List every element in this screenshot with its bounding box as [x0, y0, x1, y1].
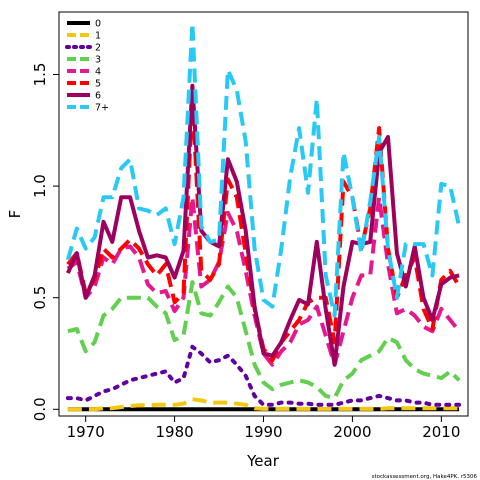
y-axis: 0.0 0.5 1.0 1.5	[31, 63, 59, 421]
x-tick-label: 2000	[333, 423, 371, 441]
series-line-6	[66, 83, 460, 367]
legend-label: 2	[95, 43, 101, 54]
legend-label: 6	[95, 91, 101, 102]
series-layer	[65, 21, 462, 412]
x-axis: 1970 1980 1990 2000 2010	[67, 416, 460, 441]
series-line-5	[66, 94, 461, 363]
legend-label: 3	[95, 55, 101, 66]
legend-label: 0	[95, 19, 101, 30]
series-line-2	[65, 344, 462, 407]
y-tick-label: 1.5	[31, 63, 49, 87]
y-tick-label: 0.5	[31, 286, 49, 310]
footnote: stockassessment.org, Hake4PK, r5306	[372, 474, 478, 480]
x-tick-label: 1970	[67, 423, 105, 441]
legend-label: 1	[95, 31, 101, 42]
y-tick-label: 0.0	[31, 397, 49, 421]
x-tick-label: 1980	[155, 423, 193, 441]
legend-label: 5	[95, 79, 101, 90]
legend-label: 4	[95, 67, 101, 78]
y-tick-label: 1.0	[31, 174, 49, 198]
series-line-4	[66, 195, 461, 367]
x-axis-title: Year	[246, 452, 280, 470]
series-line-3	[67, 280, 461, 401]
x-tick-label: 1990	[244, 423, 282, 441]
y-axis-title: F	[6, 210, 24, 219]
series-line-1	[67, 397, 460, 412]
series-line-7plus	[65, 21, 462, 318]
x-tick-label: 2010	[422, 423, 460, 441]
legend-label: 7+	[95, 103, 109, 114]
